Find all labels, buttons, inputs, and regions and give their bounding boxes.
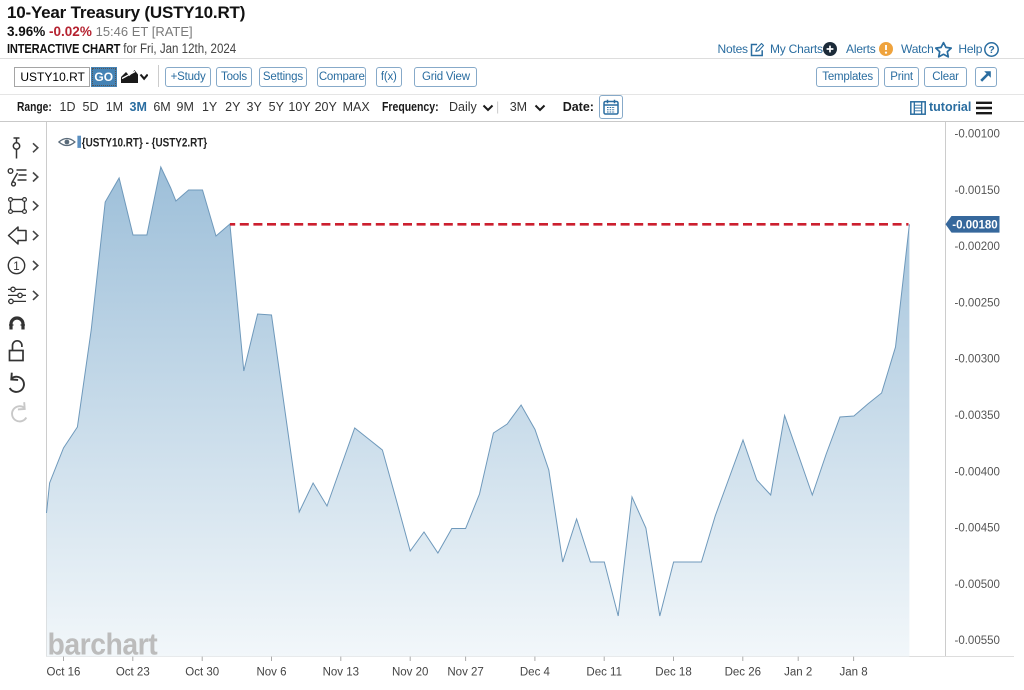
svg-text:Dec 26: Dec 26 (725, 667, 761, 679)
svg-text:barchart: barchart (48, 628, 158, 662)
svg-text:Dec 18: Dec 18 (655, 667, 691, 679)
svg-text:-0.00550: -0.00550 (955, 635, 1000, 647)
svg-text:-0.00250: -0.00250 (955, 297, 1000, 309)
svg-text:Oct 23: Oct 23 (116, 667, 150, 679)
svg-text:Jan 2: Jan 2 (784, 667, 812, 679)
svg-text:-0.00100: -0.00100 (955, 129, 1000, 141)
svg-text:Nov 13: Nov 13 (323, 667, 359, 679)
svg-text:?: ? (988, 44, 994, 56)
svg-text:-0.00180: -0.00180 (952, 220, 997, 232)
svg-text:Nov 20: Nov 20 (392, 667, 428, 679)
svg-text:-0.00350: -0.00350 (955, 410, 1000, 422)
svg-text:Nov 6: Nov 6 (256, 667, 286, 679)
svg-text:{USTY10.RT} - {USTY2.RT}: {USTY10.RT} - {USTY2.RT} (82, 137, 208, 150)
svg-text:Dec 11: Dec 11 (586, 667, 622, 679)
svg-text:-0.00450: -0.00450 (955, 523, 1000, 535)
svg-text:Jan 8: Jan 8 (840, 667, 868, 679)
svg-text:Oct 16: Oct 16 (47, 667, 81, 679)
svg-text:-0.00200: -0.00200 (955, 241, 1000, 253)
svg-text:1: 1 (13, 261, 19, 273)
svg-text:Nov 27: Nov 27 (447, 667, 483, 679)
svg-text:-0.00150: -0.00150 (955, 185, 1000, 197)
svg-text:Oct 30: Oct 30 (185, 667, 219, 679)
svg-text:-0.00300: -0.00300 (955, 354, 1000, 366)
svg-text:-0.00400: -0.00400 (955, 466, 1000, 478)
svg-text:Dec 4: Dec 4 (520, 667, 551, 679)
svg-text:-0.00500: -0.00500 (955, 579, 1000, 591)
